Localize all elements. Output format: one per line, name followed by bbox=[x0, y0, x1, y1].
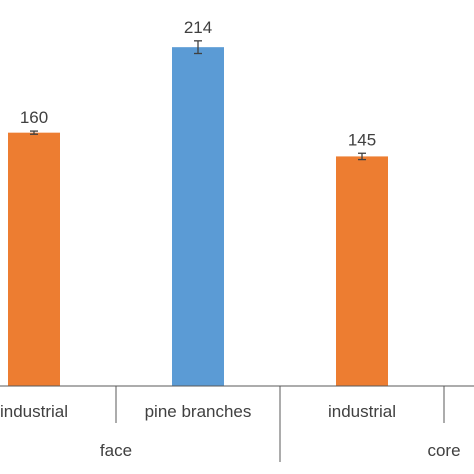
x-axis bbox=[0, 385, 474, 462]
group-label-face: face bbox=[100, 441, 132, 460]
x-tick-label-3: industrial bbox=[328, 402, 396, 421]
error-bar-1 bbox=[30, 130, 38, 135]
data-label-1: 160 bbox=[20, 108, 48, 127]
error-bar-3 bbox=[358, 152, 366, 161]
x-tick-labels: industrial pine branches industrial bbox=[0, 402, 396, 421]
bar-3 bbox=[336, 156, 388, 386]
data-label-2: 214 bbox=[184, 18, 212, 37]
group-label-core: core bbox=[427, 441, 460, 460]
error-bar-2 bbox=[194, 40, 202, 55]
x-group-labels: face core bbox=[100, 441, 461, 460]
bar-series bbox=[8, 47, 388, 387]
bar-2 bbox=[172, 47, 224, 387]
error-bars bbox=[30, 40, 366, 161]
x-tick-label-2: pine branches bbox=[145, 402, 252, 421]
x-tick-label-1: industrial bbox=[0, 402, 68, 421]
bar-1 bbox=[8, 132, 60, 386]
data-labels: 160 214 145 bbox=[20, 18, 376, 149]
data-label-3: 145 bbox=[348, 130, 376, 149]
